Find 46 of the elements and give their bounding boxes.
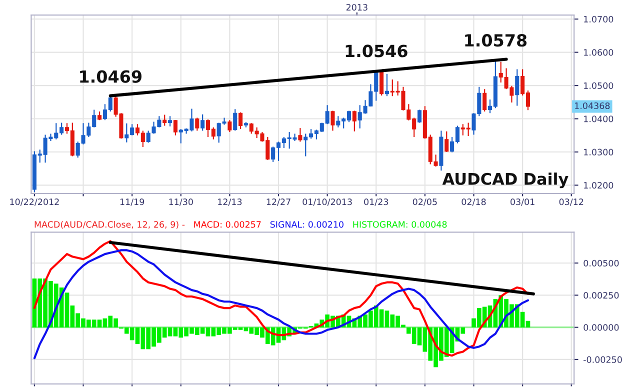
y-tick-label: 1.0700 bbox=[584, 16, 614, 23]
candlestick bbox=[482, 88, 487, 112]
y-tick-label: 1.0500 bbox=[584, 82, 614, 89]
candlestick bbox=[352, 110, 356, 132]
annotation: 1.0578 bbox=[465, 34, 527, 47]
candlestick bbox=[195, 117, 200, 132]
x-tick-label: 02/05 bbox=[412, 198, 437, 206]
annotation: 1.0546 bbox=[346, 44, 408, 58]
candlestick bbox=[238, 112, 243, 130]
y-tick-label: 1.0200 bbox=[584, 182, 614, 189]
text: MACD: 0.00257 bbox=[194, 221, 261, 228]
y-tick-label: 0.00250 bbox=[584, 292, 619, 299]
x-tick-label: 12/27 bbox=[266, 198, 290, 206]
y-tick-label: -0.00250 bbox=[584, 356, 622, 363]
candlestick bbox=[444, 130, 449, 153]
x-tick-label: 01/10/2013 bbox=[302, 198, 352, 206]
text: 1.04368 bbox=[575, 102, 610, 110]
x-tick-label: 11/19 bbox=[120, 198, 144, 206]
candlestick bbox=[330, 110, 335, 132]
x-tick-label: 02/18 bbox=[462, 198, 486, 206]
x-tick-label: 01/23 bbox=[364, 198, 388, 206]
y-tick-label: 1.0600 bbox=[584, 49, 614, 56]
candlestick bbox=[168, 116, 172, 127]
annotation: AUDCAD Daily bbox=[442, 172, 568, 188]
candlestick bbox=[162, 114, 167, 126]
candlestick bbox=[384, 73, 389, 97]
candlestick bbox=[233, 108, 238, 132]
candlestick bbox=[200, 114, 205, 132]
y-tick-label: 0.00000 bbox=[584, 324, 619, 331]
chart-title: MACD(AUD/CAD.Close, 12, 26, 9) - bbox=[34, 220, 185, 229]
x-tick-label: 10/22/2012 bbox=[10, 198, 59, 206]
candlestick bbox=[173, 120, 178, 136]
candlestick bbox=[298, 127, 302, 142]
text: HISTOGRAM: 0.00048 bbox=[353, 221, 447, 228]
candlestick bbox=[228, 120, 232, 133]
x-tick-label: 11/30 bbox=[169, 198, 193, 206]
x-tick-label: 12/13 bbox=[218, 198, 242, 206]
annotation: 1.0469 bbox=[80, 70, 142, 83]
y-tick-label: 0.00500 bbox=[584, 260, 619, 267]
text: SIGNAL: 0.00210 bbox=[270, 221, 344, 228]
y-tick-label: 1.0300 bbox=[584, 148, 614, 156]
candlestick bbox=[515, 68, 520, 106]
x-tick-label: 03/01 bbox=[510, 198, 534, 206]
text: 2013 bbox=[346, 4, 368, 11]
x-tick-label: 03/12 bbox=[559, 198, 584, 206]
y-tick-label: 1.0400 bbox=[584, 116, 614, 122]
